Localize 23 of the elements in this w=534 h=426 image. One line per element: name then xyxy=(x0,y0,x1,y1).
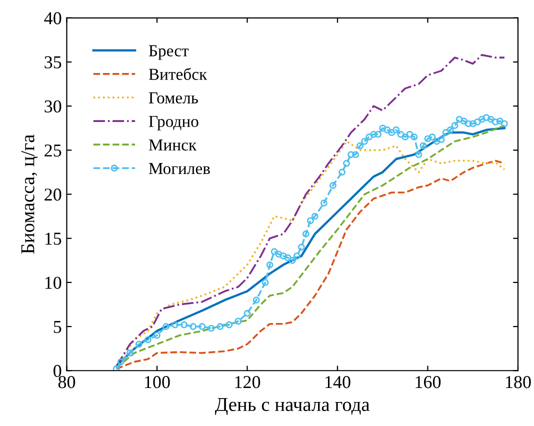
legend-label: Минск xyxy=(148,140,197,151)
y-tick-label: 30 xyxy=(44,100,62,113)
y-tick-label: 25 xyxy=(44,144,62,157)
legend-label: Гомель xyxy=(148,92,198,104)
y-axis-title: Биомасса, ц/га xyxy=(21,134,38,254)
legend-label: Гродно xyxy=(148,116,198,130)
x-tick-label: 180 xyxy=(506,376,531,388)
x-axis-title: День с начала года xyxy=(215,398,370,416)
legend-label: Витебск xyxy=(148,68,208,80)
y-tick-label: 40 xyxy=(44,12,62,24)
y-tick-label: 15 xyxy=(45,232,62,245)
y-tick-label: 0 xyxy=(54,364,62,378)
y-tick-label: 20 xyxy=(44,188,62,201)
x-tick-label: 160 xyxy=(416,376,441,388)
legend-label: Могилев xyxy=(148,163,210,174)
y-tick-label: 35 xyxy=(44,56,62,68)
x-tick-label: 120 xyxy=(235,376,260,388)
legend-label: Брест xyxy=(148,45,189,60)
y-tick-label: 5 xyxy=(54,320,62,333)
x-tick-label: 140 xyxy=(326,376,350,388)
x-tick-label: 80 xyxy=(58,376,76,388)
x-tick-label: 100 xyxy=(145,376,170,388)
y-tick-label: 10 xyxy=(45,276,62,289)
